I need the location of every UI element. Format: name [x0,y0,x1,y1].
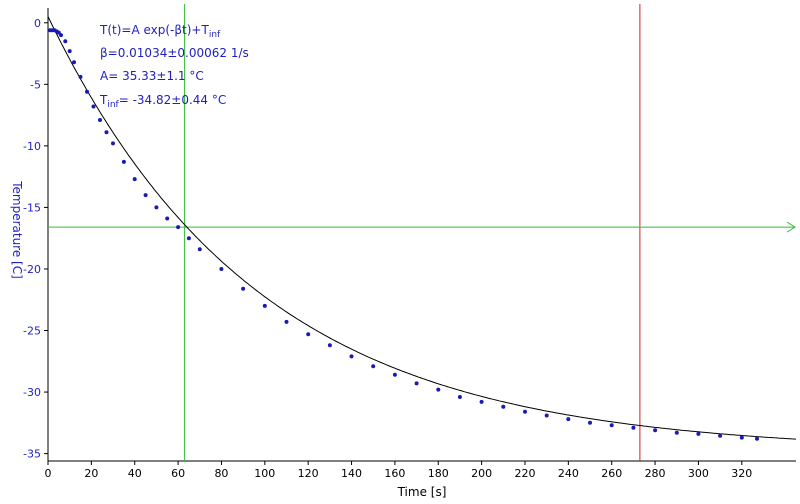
data-point [91,104,96,109]
fit-curve-group [47,16,797,440]
x-tick-label: 140 [341,467,362,480]
annotation-amplitude: A= 35.33±1.1 °C [100,69,204,83]
x-axis-title: Time [s] [397,485,447,499]
x-tick-label: 180 [428,467,449,480]
data-point [241,286,246,291]
data-point [63,39,68,44]
x-tick-label: 60 [171,467,185,480]
x-tick-label: 280 [645,467,666,480]
axes: 0 -5 -10 -15 -20 -25 -30 -35 0 20 40 60 80 100 120 140 1… [23,8,796,480]
data-point [631,425,636,430]
data-point [371,364,376,369]
data-point [219,267,224,271]
data-point [566,417,571,422]
x-tick-label: 300 [688,467,709,480]
data-point [154,205,159,210]
data-point [104,130,109,135]
y-tick-label: -30 [23,386,41,399]
data-point [197,247,202,252]
data-point [523,409,527,414]
data-point [72,60,76,65]
data-point [306,332,311,337]
data-point [436,387,441,392]
y-tick-label: -10 [23,140,41,153]
data-point [176,225,181,230]
fit-curve [47,16,797,440]
marker-lines[interactable] [48,4,796,461]
x-tick-label: 320 [731,467,752,480]
x-tick-label: 100 [254,467,275,480]
data-point [609,423,614,428]
x-tick-label: 40 [128,467,142,480]
data-point [349,354,354,359]
data-point [479,399,484,404]
data-point [696,431,701,436]
annotation-tinf: Tinf= -34.82±0.44 °C [99,93,226,110]
y-tick-label: -5 [30,78,41,91]
data-point [59,33,63,38]
x-tick-label: 220 [514,467,535,480]
horizontal-marker-arrow[interactable] [786,221,796,233]
data-point [674,430,679,435]
x-tick-label: 120 [298,467,319,480]
x-tick-label: 20 [84,467,98,480]
data-point [544,413,549,418]
data-point [718,433,723,438]
data-point [143,193,148,198]
x-tick-label: 80 [214,467,228,480]
data-point [284,319,289,324]
data-point [132,177,137,182]
data-point [653,428,658,433]
fit-annotation: T(t)=A exp(-βt)+Tinf β=0.01034±0.00062 1… [99,23,249,110]
data-point [67,49,72,54]
x-tick-label: 260 [601,467,622,480]
data-point [327,343,332,348]
data-point [121,159,126,164]
annotation-formula: T(t)=A exp(-βt)+Tinf [99,23,221,40]
x-tick-label: 160 [384,467,405,480]
x-tick-label: 0 [45,467,52,480]
annotation-beta: β=0.01034±0.00062 1/s [100,46,249,60]
y-tick-label: 0 [34,17,41,30]
data-point [457,395,462,399]
data-point [501,404,506,409]
data-point [85,89,89,94]
data-point [78,74,83,79]
y-tick-label: -20 [23,263,41,276]
data-point [98,118,102,122]
data-point [739,435,744,440]
x-tick-label: 240 [558,467,579,480]
data-point [111,141,115,146]
data-point [755,436,759,441]
data-point [186,236,191,241]
y-tick-label: -25 [23,325,41,338]
data-point [588,420,592,425]
y-tick-label: -15 [23,201,41,214]
y-axis-title: Temperature [C] [10,180,24,279]
data-point [392,372,397,377]
data-point [165,216,170,221]
y-tick-label: -35 [23,448,41,461]
data-points-group [48,28,759,441]
x-tick-label: 200 [471,467,492,480]
data-point [414,381,419,386]
data-point [262,303,267,308]
